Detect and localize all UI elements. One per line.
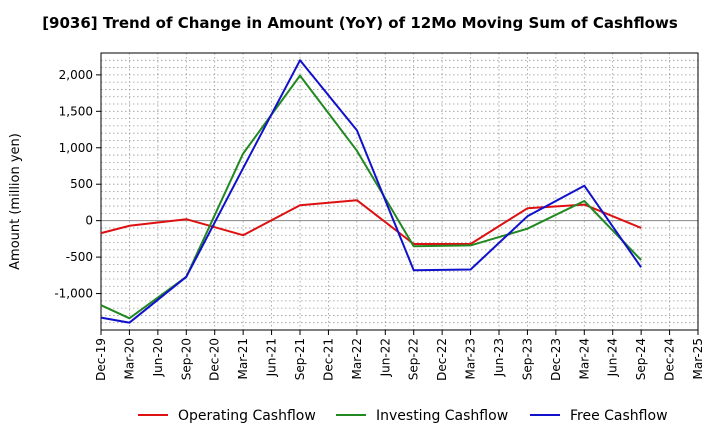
y-tick-label: -500	[66, 250, 93, 264]
legend-label: Investing Cashflow	[376, 408, 508, 424]
x-tick-label: Dec-22	[435, 338, 449, 381]
chart-title: [9036] Trend of Change in Amount (YoY) o…	[42, 14, 678, 32]
x-tick-label: Dec-20	[208, 338, 222, 381]
legend-label: Operating Cashflow	[178, 408, 316, 424]
y-tick-label: 500	[70, 177, 93, 191]
series-line-investing-cashflow	[100, 74, 642, 320]
series-lines	[100, 59, 642, 324]
legend-label: Free Cashflow	[570, 408, 668, 424]
x-tick-label: Mar-24	[577, 338, 591, 379]
y-tick-label: 1,000	[59, 141, 93, 155]
plot-frame	[100, 52, 699, 331]
grid	[100, 52, 699, 330]
x-tick-label: Mar-25	[691, 338, 705, 379]
x-tick-label: Dec-21	[321, 338, 335, 381]
x-tick-label: Jun-22	[378, 338, 392, 377]
x-tick-label: Dec-24	[663, 338, 677, 381]
x-tick-label: Jun-23	[492, 338, 506, 377]
x-tick-label: Mar-21	[236, 338, 250, 379]
axes: -1,000 -500 0 500 1,000 1,500 2,000 Dec-19 Mar-2…	[8, 52, 705, 381]
x-tick-label: Jun-24	[606, 338, 620, 377]
x-tick-label: Mar-20	[122, 338, 136, 379]
x-tick-label: Dec-19	[94, 338, 108, 381]
y-tick-label: 2,000	[59, 68, 93, 82]
series-line-operating-cashflow	[100, 199, 642, 245]
x-tick-label: Sep-23	[520, 338, 534, 380]
x-tick-label: Sep-20	[179, 338, 193, 380]
x-tick-label: Jun-21	[265, 338, 279, 377]
x-tick-label: Dec-23	[549, 338, 563, 381]
legend: Operating Cashflow Investing Cashflow Free…	[138, 408, 668, 424]
y-tick-label: -1,000	[54, 287, 93, 301]
y-axis-title: Amount (million yen)	[8, 133, 23, 270]
x-tick-label: Mar-22	[350, 338, 364, 379]
y-tick-label: 0	[85, 214, 93, 228]
x-tick-label: Sep-22	[407, 338, 421, 380]
x-tick-label: Mar-23	[464, 338, 478, 379]
x-tick-label: Jun-20	[151, 338, 165, 377]
series-line-free-cashflow	[100, 59, 642, 324]
y-tick-label: 1,500	[59, 104, 93, 118]
x-tick-label: Sep-21	[293, 338, 307, 380]
x-tick-label: Sep-24	[634, 338, 648, 380]
